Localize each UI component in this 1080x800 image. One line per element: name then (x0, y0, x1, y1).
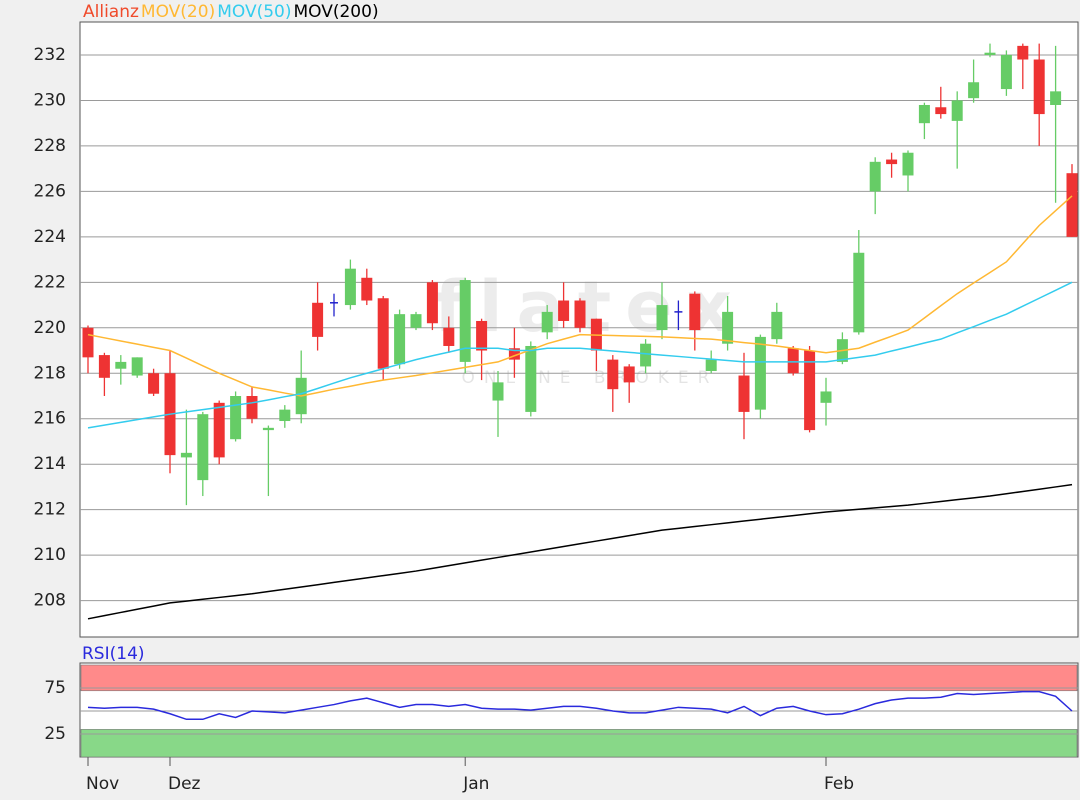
candle-body (361, 277, 373, 301)
candle-body (705, 359, 717, 371)
candle-body (902, 152, 914, 176)
candle-body (82, 327, 94, 358)
candle-body (623, 366, 635, 383)
x-tick-label: Jan (462, 774, 489, 794)
moving-average-line (87, 483, 1073, 620)
rsi-title: RSI(14) (82, 644, 145, 664)
candle-body (1066, 173, 1078, 237)
candle-body (886, 159, 898, 165)
candle-body (607, 359, 619, 390)
y-tick-label: 216 (34, 409, 66, 429)
candle-body (984, 52, 996, 55)
candle-body (262, 427, 274, 431)
candle-body (640, 343, 652, 367)
candle-body (426, 282, 438, 324)
candle-body (279, 409, 291, 422)
candle-body (541, 311, 553, 333)
y-tick-label: 214 (34, 454, 66, 474)
candle-body (377, 298, 389, 369)
candle-body (459, 280, 471, 362)
candle-body (312, 302, 324, 337)
y-tick-label: 226 (34, 181, 66, 201)
y-tick-label: 212 (34, 500, 66, 520)
y-tick-label: 210 (34, 545, 66, 565)
candle-body (951, 100, 963, 121)
candle-body (1033, 59, 1045, 115)
legend-entry: MOV(20) (141, 2, 215, 22)
candle-body (410, 314, 422, 328)
candle-body (754, 336, 766, 410)
candle-body (213, 402, 225, 458)
x-tick-label: Nov (86, 774, 119, 794)
y-tick-label: 230 (34, 90, 66, 110)
y-tick-label: 224 (34, 227, 66, 247)
candle-body (918, 104, 930, 124)
candle-body (1050, 91, 1062, 105)
candle-body (230, 396, 242, 440)
candle-body (689, 293, 701, 331)
candle-body (820, 391, 832, 403)
candle-body (115, 361, 127, 369)
candle-body (197, 414, 209, 481)
y-tick-label: 232 (34, 45, 66, 65)
candle-body (771, 311, 783, 340)
candle-body (394, 314, 406, 365)
candle-body (98, 355, 110, 378)
y-tick-label: 218 (34, 363, 66, 383)
legend-entry: MOV(50) (217, 2, 291, 22)
candle-body (558, 300, 570, 321)
moving-average-line (87, 195, 1073, 397)
y-tick-label: 25 (44, 724, 66, 744)
y-tick-label: 208 (34, 591, 66, 611)
candle-body (344, 268, 356, 306)
y-tick-label: 222 (34, 272, 66, 292)
rsi-zone (80, 664, 1078, 692)
candle-body (492, 382, 504, 401)
candle-body (722, 311, 734, 344)
candle-body (148, 373, 160, 394)
candle-body (476, 320, 488, 351)
y-tick-label: 228 (34, 136, 66, 156)
candle-body (574, 300, 586, 328)
rsi-layer: 25 75 RSI(14) Nov Dez Jan Feb (44, 644, 1078, 794)
candle-body (1000, 54, 1012, 90)
legend-entry: MOV(200) (293, 2, 378, 22)
y-tick-label: 220 (34, 318, 66, 338)
x-tick-label: Dez (168, 774, 201, 794)
candle-body (869, 161, 881, 192)
candle-body (935, 107, 947, 115)
rsi-line (87, 690, 1073, 721)
candle-body (656, 305, 668, 331)
candle-body (180, 452, 192, 458)
candle-body (443, 327, 455, 346)
candle-body (787, 348, 799, 374)
candle-body (968, 82, 980, 99)
legend-entry: Allianz (83, 2, 139, 22)
main-plot-area (79, 21, 1079, 638)
candle-body (508, 348, 520, 360)
candle-body (246, 396, 258, 419)
x-tick-label: Feb (824, 774, 854, 794)
candle-body (738, 375, 750, 412)
candle-body (131, 357, 143, 376)
candle-body (525, 345, 537, 412)
y-tick-label: 75 (44, 678, 66, 698)
candle-body (1017, 45, 1029, 60)
candle-body (853, 252, 865, 333)
moving-average-line (87, 281, 1073, 429)
candle-body (804, 350, 816, 431)
